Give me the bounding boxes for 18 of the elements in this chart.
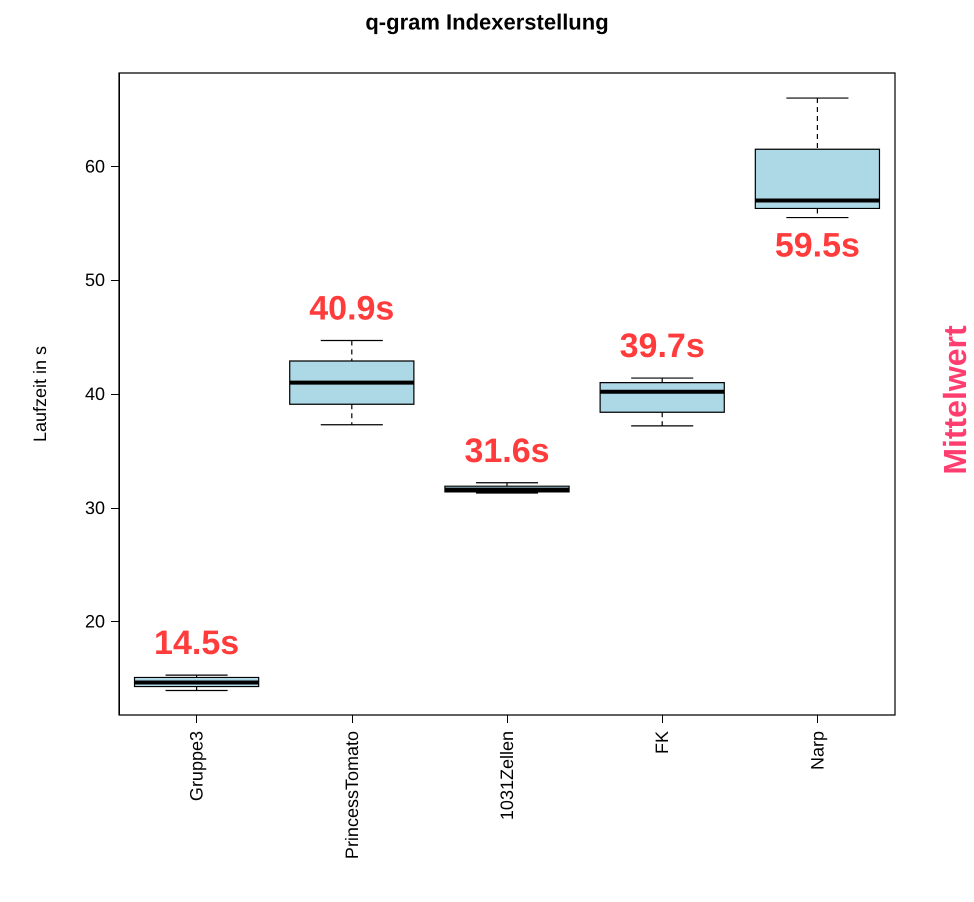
y-tick-label: 20 [84, 612, 105, 632]
annotation: 14.5s [154, 624, 240, 662]
annotation: 31.6s [464, 432, 550, 470]
x-tick-label: 1031Zellen [497, 731, 517, 820]
chart-title: q-gram Indexerstellung [365, 10, 609, 34]
x-tick-label: Gruppe3 [186, 731, 207, 802]
x-tick-label: Narp [807, 731, 828, 770]
annotation: 40.9s [309, 290, 394, 328]
annotation: 59.5s [774, 226, 860, 265]
x-tick-label: PrincessTomato [342, 731, 362, 860]
y-axis-title: Laufzeit in s [30, 346, 50, 442]
y-tick-label: 60 [84, 156, 105, 176]
annotation: 39.7s [620, 327, 705, 366]
y-tick-label: 30 [84, 498, 105, 518]
x-tick-label: FK [652, 731, 672, 754]
y-tick-label: 40 [84, 384, 105, 404]
y-tick-label: 50 [84, 270, 105, 290]
text: Mittelwert [937, 324, 973, 475]
